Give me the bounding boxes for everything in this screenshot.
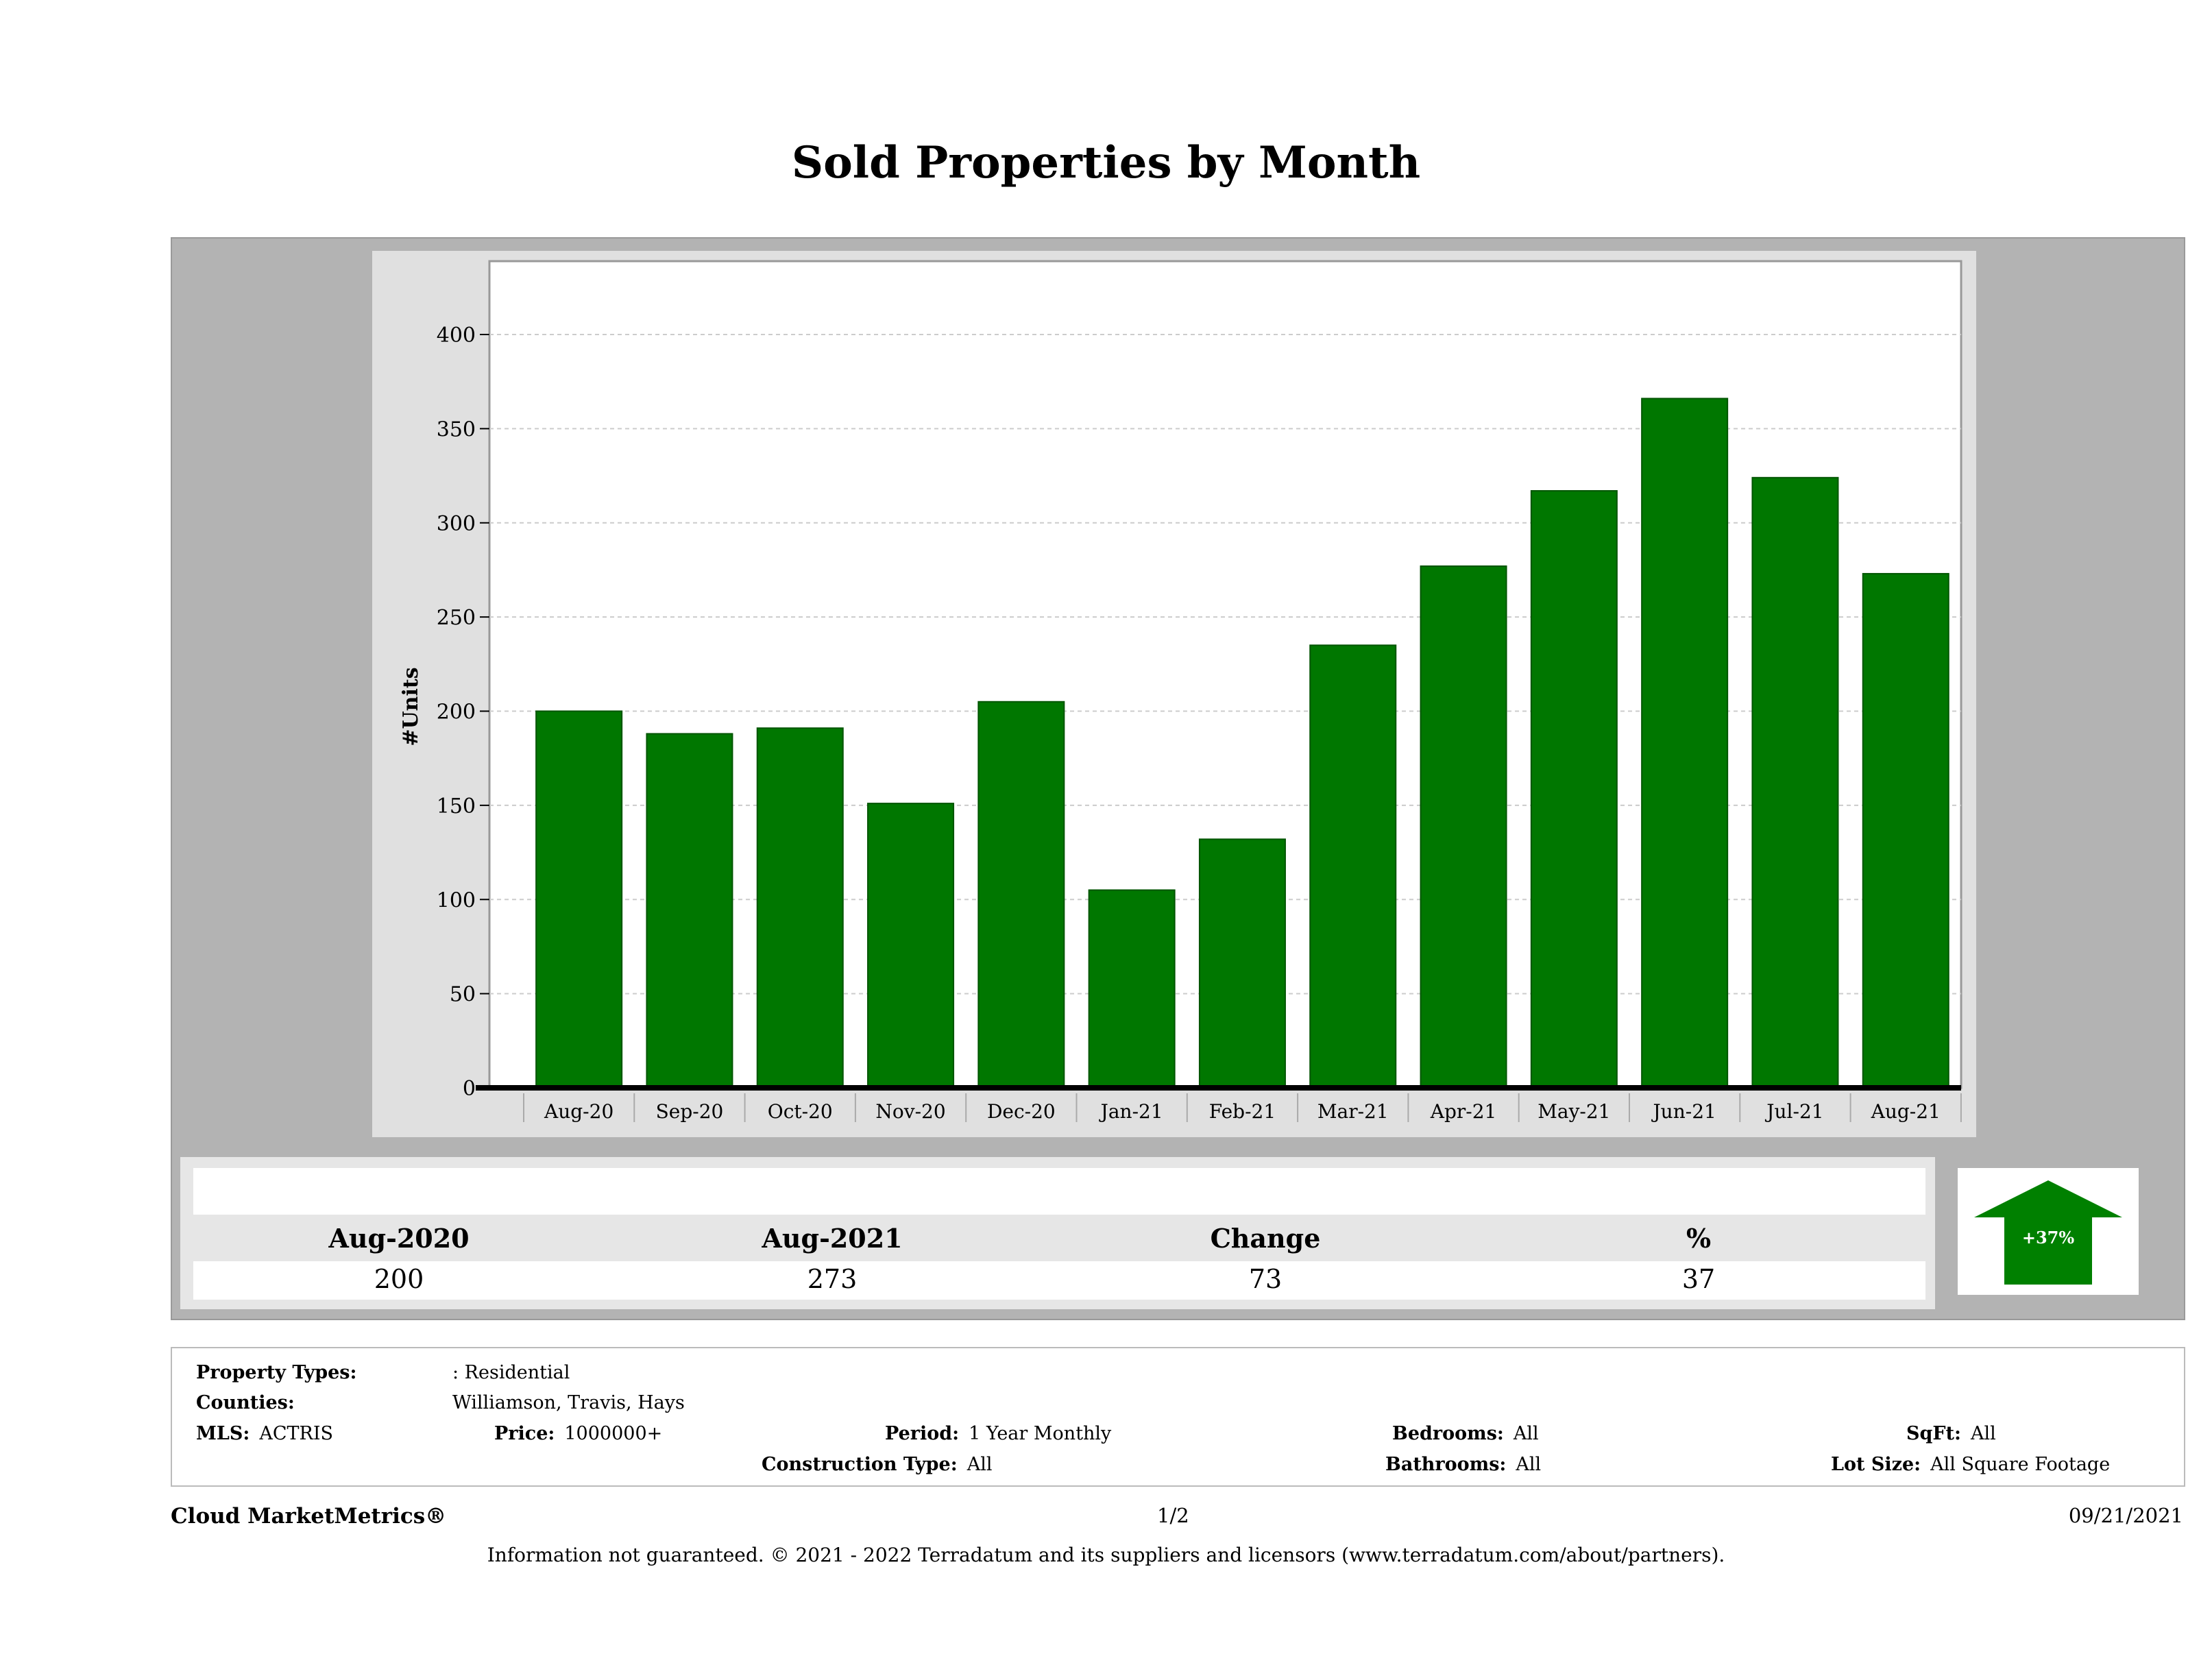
y-tick-label: 150 xyxy=(437,794,476,818)
x-tick-label: Apr-21 xyxy=(1430,1100,1497,1123)
y-tick-label: 250 xyxy=(437,606,476,630)
page-number: 1/2 xyxy=(1157,1504,1189,1527)
summary-header-row: Aug-2020 Aug-2021 Change % xyxy=(193,1216,1925,1260)
bar xyxy=(1751,476,1839,1089)
summary-header: Aug-2020 xyxy=(328,1223,470,1254)
x-tick-label: Jul-21 xyxy=(1764,1100,1823,1123)
change-badge-text: +37% xyxy=(2022,1228,2075,1248)
x-tick-label: Jun-21 xyxy=(1651,1100,1716,1123)
page-title: Sold Properties by Month xyxy=(791,137,1421,189)
bar xyxy=(646,733,733,1089)
bar xyxy=(1530,490,1618,1089)
sqft-row: SqFt: All xyxy=(1906,1423,1996,1444)
mls-label: MLS: xyxy=(196,1423,250,1444)
disclaimer: Information not guaranteed. © 2021 - 202… xyxy=(487,1544,1725,1566)
x-tick-label: Nov-20 xyxy=(875,1100,945,1123)
summary-value: 200 xyxy=(374,1264,424,1294)
x-tick-label: Dec-20 xyxy=(987,1100,1056,1123)
bathrooms-value: All xyxy=(1516,1454,1542,1475)
bar xyxy=(977,701,1065,1089)
x-tick-label: Oct-20 xyxy=(768,1100,833,1123)
sqft-label: SqFt: xyxy=(1906,1423,1961,1444)
bar xyxy=(1088,889,1176,1089)
lot-size-label: Lot Size: xyxy=(1831,1454,1921,1475)
bedrooms-row: Bedrooms: All xyxy=(1392,1423,1539,1444)
property-types-label: Property Types: xyxy=(196,1362,357,1383)
bathrooms-label: Bathrooms: xyxy=(1385,1454,1507,1475)
x-tick-label: May-21 xyxy=(1538,1100,1610,1123)
x-tick-label: Mar-21 xyxy=(1317,1100,1389,1123)
y-tick-label: 350 xyxy=(437,417,476,441)
summary-header: % xyxy=(1686,1223,1712,1254)
property-types-row: Property Types: : Residential xyxy=(196,1362,570,1383)
bar-chart: 0 50 100 150 200 250 300 350 400 Aug-20 Sep-20 Oct-… xyxy=(399,260,1962,1123)
report-criteria: Property Types: : Residential Counties: … xyxy=(171,1347,2185,1487)
bar xyxy=(535,710,623,1089)
summary-spacer xyxy=(193,1168,1925,1215)
x-tick-label: Sep-20 xyxy=(656,1100,724,1123)
change-badge: +37% xyxy=(1958,1168,2139,1295)
summary-header: Aug-2021 xyxy=(762,1223,903,1254)
price-row: Price: 1000000+ xyxy=(494,1423,662,1444)
x-tick-label: Aug-21 xyxy=(1871,1100,1941,1123)
mls-value: ACTRIS xyxy=(259,1423,334,1444)
bar xyxy=(867,803,955,1089)
period-label: Period: xyxy=(885,1423,960,1444)
bar xyxy=(1862,572,1949,1089)
property-types-value: : Residential xyxy=(452,1362,570,1383)
up-arrow-icon: +37% xyxy=(1974,1180,2122,1285)
counties-label: Counties: xyxy=(196,1392,295,1413)
y-tick-label: 200 xyxy=(437,701,476,725)
price-value: 1000000+ xyxy=(564,1423,663,1444)
counties-value: Williamson, Travis, Hays xyxy=(452,1392,685,1413)
x-tick-label: Aug-20 xyxy=(544,1100,613,1123)
x-tick-label: Feb-21 xyxy=(1209,1100,1276,1123)
bar xyxy=(1641,398,1729,1089)
summary-value: 37 xyxy=(1681,1264,1716,1294)
bar xyxy=(1198,838,1286,1089)
report-date: 09/21/2021 xyxy=(2068,1504,2183,1527)
brand-name: Cloud MarketMetrics® xyxy=(171,1504,447,1529)
price-label: Price: xyxy=(494,1423,555,1444)
y-axis-label: #Units xyxy=(399,667,423,746)
summary-value: 73 xyxy=(1248,1264,1283,1294)
construction-label: Construction Type: xyxy=(762,1454,958,1475)
x-tick-label: Jan-21 xyxy=(1099,1100,1163,1123)
y-tick-label: 50 xyxy=(450,983,476,1007)
construction-value: All xyxy=(967,1454,993,1475)
summary-header: Change xyxy=(1210,1223,1321,1254)
bedrooms-value: All xyxy=(1513,1423,1539,1444)
y-tick-label: 100 xyxy=(437,888,476,912)
bar xyxy=(756,727,844,1089)
counties-row: Counties: Williamson, Travis, Hays xyxy=(196,1392,685,1413)
summary-value: 273 xyxy=(807,1264,858,1294)
bathrooms-row: Bathrooms: All xyxy=(1385,1454,1541,1475)
bedrooms-label: Bedrooms: xyxy=(1392,1423,1504,1444)
sqft-value: All xyxy=(1971,1423,1996,1444)
mls-row: MLS: ACTRIS xyxy=(196,1423,333,1444)
bar xyxy=(1309,644,1397,1089)
y-tick-label: 0 xyxy=(463,1077,476,1101)
y-tick-label: 400 xyxy=(437,324,476,348)
lot-size-value: All Square Footage xyxy=(1930,1454,2111,1475)
y-tick-label: 300 xyxy=(437,512,476,536)
period-row: Period: 1 Year Monthly xyxy=(885,1423,1111,1444)
bar xyxy=(1420,565,1507,1089)
period-value: 1 Year Monthly xyxy=(969,1423,1112,1444)
construction-row: Construction Type: All xyxy=(762,1454,992,1475)
lot-size-row: Lot Size: All Square Footage xyxy=(1831,1454,2110,1475)
summary-values-row: 200 273 73 37 xyxy=(193,1261,1925,1300)
